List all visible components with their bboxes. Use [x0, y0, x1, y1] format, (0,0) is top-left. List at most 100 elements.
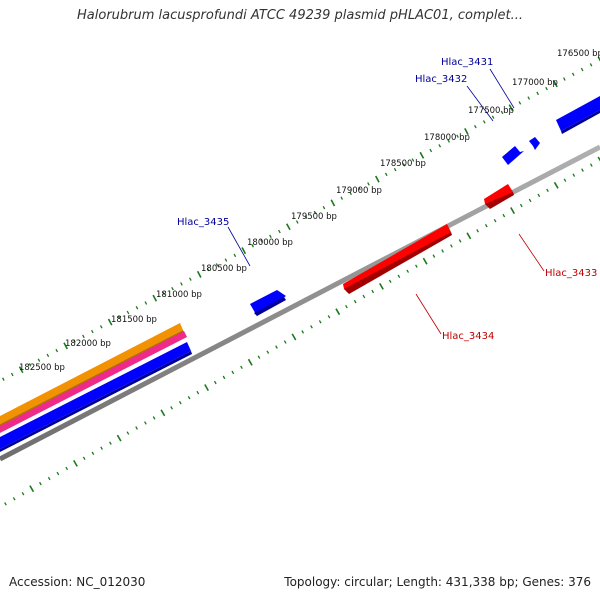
minor-tick	[144, 421, 147, 425]
minor-tick	[260, 239, 263, 243]
minor-tick	[429, 148, 433, 153]
minor-tick	[313, 210, 317, 215]
tick-label: 182000 bp	[65, 339, 111, 349]
leader-lines	[227, 68, 545, 335]
tick-label: 181000 bp	[156, 290, 202, 300]
minor-tick	[304, 215, 308, 219]
minor-tick	[240, 365, 243, 370]
minor-tick	[358, 186, 361, 191]
tick-label: 178500 bp	[380, 159, 426, 169]
minor-tick	[327, 315, 331, 319]
minor-tick	[502, 213, 506, 218]
gene-arrow-hlac-3435-shade	[254, 297, 286, 316]
leader-hlac-3433	[518, 233, 545, 272]
minor-tick	[322, 205, 326, 210]
gene-arrow-hlac-3433[interactable]	[484, 184, 513, 206]
minor-tick	[135, 306, 139, 310]
minor-tick	[99, 325, 103, 329]
major-tick	[330, 199, 336, 207]
minor-tick	[109, 441, 112, 445]
major-tick	[597, 56, 600, 62]
minor-tick	[474, 124, 477, 129]
gene-label-hlac-3434[interactable]: Hlac_3434	[442, 331, 494, 342]
minor-tick	[432, 254, 436, 258]
minor-tick	[152, 416, 156, 420]
major-tick	[241, 247, 247, 255]
major-tick	[18, 366, 24, 374]
gene-label-hlac-3431[interactable]: Hlac_3431	[441, 57, 493, 68]
minor-tick	[371, 289, 375, 294]
gene-labels[interactable]: Hlac_3431 Hlac_3432 Hlac_3433 Hlac_3434 …	[177, 57, 597, 342]
tick-label: 178000 bp	[424, 133, 470, 143]
gene-label-hlac-3433[interactable]: Hlac_3433	[545, 268, 597, 279]
minor-tick	[527, 96, 531, 100]
minor-tick	[222, 375, 226, 380]
tick-label: 180000 bp	[247, 238, 293, 248]
minor-tick	[528, 198, 532, 203]
tick-labels: 176500 bp 177000 bp 177500 bp 178000 bp …	[19, 49, 600, 373]
minor-tick	[82, 334, 85, 339]
minor-tick	[231, 370, 235, 375]
minor-tick	[589, 163, 593, 167]
minor-tick	[353, 299, 357, 304]
minor-tick	[491, 115, 495, 119]
minor-tick	[4, 502, 7, 506]
tick-label: 179000 bp	[336, 186, 382, 196]
minor-tick	[269, 234, 272, 239]
blue-band-shade	[0, 351, 192, 452]
major-tick	[553, 80, 558, 88]
minor-tick	[388, 279, 392, 284]
gene-arrow-hlac-3431[interactable]	[529, 137, 540, 150]
minor-tick	[500, 110, 504, 115]
minor-tick	[73, 339, 76, 343]
tick-label: 176500 bp	[557, 49, 600, 59]
minor-tick	[189, 277, 192, 281]
gene-arrow-hlac-3434[interactable]	[343, 224, 451, 291]
minor-tick	[126, 431, 130, 435]
magenta-band	[0, 331, 187, 433]
minor-tick	[162, 291, 165, 296]
gene-arrow-hlac-3435[interactable]	[250, 290, 286, 316]
outer-tick-ring	[2, 56, 600, 381]
gene-arrow-forward-right[interactable]	[556, 96, 600, 131]
minor-tick	[484, 223, 488, 228]
major-tick	[419, 151, 425, 159]
minor-tick	[450, 244, 453, 248]
gene-label-hlac-3435[interactable]: Hlac_3435	[177, 217, 229, 228]
minor-tick	[537, 193, 541, 198]
minor-tick	[402, 163, 406, 167]
gene-arrow-hlac-3434-shade	[344, 232, 452, 294]
minor-tick	[257, 355, 261, 359]
minor-tick	[251, 244, 254, 248]
tick-label: 181500 bp	[111, 315, 157, 325]
minor-tick	[91, 451, 95, 456]
minor-tick	[135, 426, 138, 430]
minor-tick	[456, 134, 459, 138]
minor-tick	[318, 320, 322, 324]
minor-tick	[563, 178, 567, 182]
minor-tick	[213, 380, 217, 385]
major-tick	[285, 223, 291, 231]
gene-label-hlac-3432[interactable]: Hlac_3432	[415, 74, 467, 85]
minor-tick	[233, 253, 237, 258]
minor-tick	[340, 196, 344, 200]
minor-tick	[406, 269, 410, 273]
minor-tick	[224, 258, 228, 262]
forward-genes	[250, 96, 600, 316]
leader-hlac-3435	[227, 226, 251, 267]
minor-tick	[295, 220, 299, 224]
minor-tick	[100, 446, 103, 450]
minor-tick	[206, 267, 210, 272]
minor-tick	[196, 390, 200, 395]
major-tick	[204, 384, 209, 391]
minor-tick	[91, 329, 94, 334]
major-tick	[291, 333, 297, 341]
minor-tick	[170, 406, 173, 410]
minor-tick	[39, 481, 42, 486]
leader-hlac-3434	[415, 293, 442, 335]
gene-arrow-hlac-3432[interactable]	[502, 146, 524, 165]
gene-arrow-forward-right-shade	[561, 110, 600, 134]
major-tick	[116, 434, 122, 442]
minor-tick	[46, 353, 50, 358]
minor-tick	[447, 139, 450, 143]
